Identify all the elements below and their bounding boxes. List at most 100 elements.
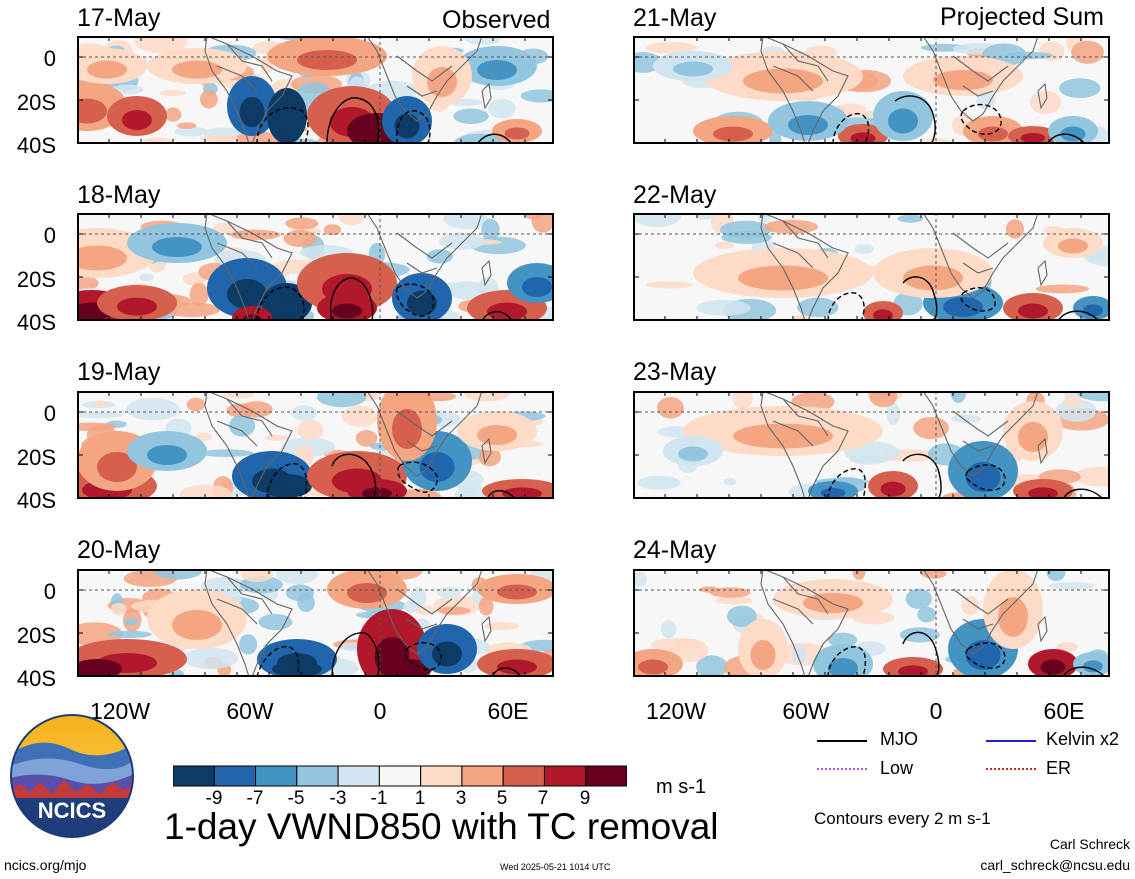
coastline — [396, 232, 453, 259]
field-anomaly-core — [274, 482, 300, 495]
field-anomaly-core — [297, 50, 357, 70]
field-speckle — [905, 588, 932, 609]
field-speckle — [1035, 284, 1090, 294]
field-speckle — [1005, 219, 1024, 239]
colorbar-bin — [543, 765, 587, 787]
field-speckle — [897, 214, 924, 223]
coastline — [204, 213, 250, 321]
coastline — [204, 569, 250, 677]
field-speckle — [195, 432, 213, 441]
date-label-17: 17-May — [77, 4, 161, 32]
date-label-20: 20-May — [77, 536, 161, 564]
coastline — [922, 391, 1039, 477]
field-speckle — [139, 273, 154, 282]
field-speckle — [478, 446, 501, 467]
coastline — [762, 391, 849, 499]
coastline — [782, 576, 829, 615]
field-anomaly-core — [477, 425, 517, 445]
field-speckle — [126, 398, 180, 421]
mjo-contour-positive — [1062, 488, 1104, 499]
mjo-contour-negative — [256, 645, 300, 677]
cbar-label: -9 — [205, 788, 223, 809]
panel-frame — [633, 569, 1110, 677]
field-speckle — [437, 586, 462, 599]
field-speckle — [77, 412, 124, 419]
coastline — [772, 420, 814, 447]
coastline — [216, 242, 258, 269]
field-speckle — [297, 419, 324, 441]
mjo-contour-negative — [960, 103, 1002, 135]
field-speckle — [913, 416, 949, 440]
footer-email[interactable]: carl_schreck@ncsu.edu — [980, 857, 1130, 873]
field-speckle — [520, 89, 554, 103]
ytick-40s: 40S — [16, 310, 56, 335]
mjo-contour-negative — [960, 287, 996, 312]
mjo-contour-positive — [330, 277, 374, 321]
date-label-18: 18-May — [77, 181, 161, 209]
main-title: 1-day VWND850 with TC removal — [164, 806, 719, 847]
coastline — [962, 85, 994, 97]
field-anomaly-core — [820, 488, 846, 498]
coastline — [772, 598, 814, 625]
field-speckle — [732, 391, 753, 409]
ytick-20s: 20S — [16, 445, 56, 470]
field-speckle — [792, 644, 807, 664]
coastline — [760, 213, 806, 321]
ytick-40s: 40S — [16, 133, 56, 158]
legend-line-mjo — [817, 740, 867, 742]
footer-site[interactable]: ncics.org/mjo — [4, 857, 87, 873]
field-anomaly-core — [432, 641, 462, 667]
field-speckle — [341, 405, 378, 427]
field-speckle — [1029, 90, 1062, 115]
field-speckle — [159, 89, 186, 97]
colorbar-bin — [378, 765, 422, 787]
coastline — [366, 36, 483, 122]
field-anomaly-core — [828, 658, 858, 677]
field-speckle — [124, 618, 139, 626]
field-anomaly-core — [147, 445, 187, 465]
field-speckle — [110, 602, 127, 616]
coastline — [396, 410, 453, 437]
mjo-contour-positive — [476, 133, 513, 144]
field-anomaly-core — [978, 126, 1008, 142]
map-panel-18-may — [77, 213, 554, 321]
date-label-22: 22-May — [633, 181, 717, 209]
panel-frame — [633, 36, 1110, 144]
field-speckle — [886, 402, 901, 426]
field-anomaly-core — [117, 297, 157, 316]
coastline — [922, 569, 1039, 655]
colorbar-bin — [337, 765, 380, 787]
coastline — [760, 569, 806, 677]
xtick-0: 0 — [373, 698, 387, 724]
field-speckle — [112, 84, 144, 95]
panel-frame — [77, 213, 554, 321]
field-speckle — [338, 213, 366, 226]
field-speckle — [229, 414, 256, 437]
coastline — [782, 220, 829, 259]
field-speckle — [646, 281, 693, 289]
field-speckle — [183, 647, 239, 669]
ytick-20s: 20S — [16, 90, 56, 115]
field-speckle — [1071, 40, 1104, 64]
field-speckle — [950, 414, 981, 424]
coastline — [206, 213, 293, 321]
field-anomaly-core — [239, 97, 265, 127]
field-speckle — [637, 475, 681, 490]
coastline — [1037, 615, 1048, 643]
coastline — [762, 36, 849, 144]
coastline — [366, 569, 483, 655]
colorbar-bin — [461, 765, 504, 787]
field-anomaly-core — [152, 237, 202, 257]
mjo-contour-negative — [965, 642, 1006, 669]
field-speckle — [77, 275, 99, 292]
field-anomaly-core — [933, 70, 993, 90]
field-speckle — [285, 584, 314, 602]
field-anomaly-core — [678, 446, 708, 462]
panel-frame — [77, 391, 554, 499]
ytick-0: 0 — [43, 401, 56, 426]
field-anomaly-core — [332, 303, 362, 319]
map-panel-22-may — [633, 213, 1110, 321]
field-speckle — [852, 569, 866, 581]
mjo-contour-negative — [266, 463, 308, 499]
ncics-logo: NCICS — [10, 714, 134, 838]
